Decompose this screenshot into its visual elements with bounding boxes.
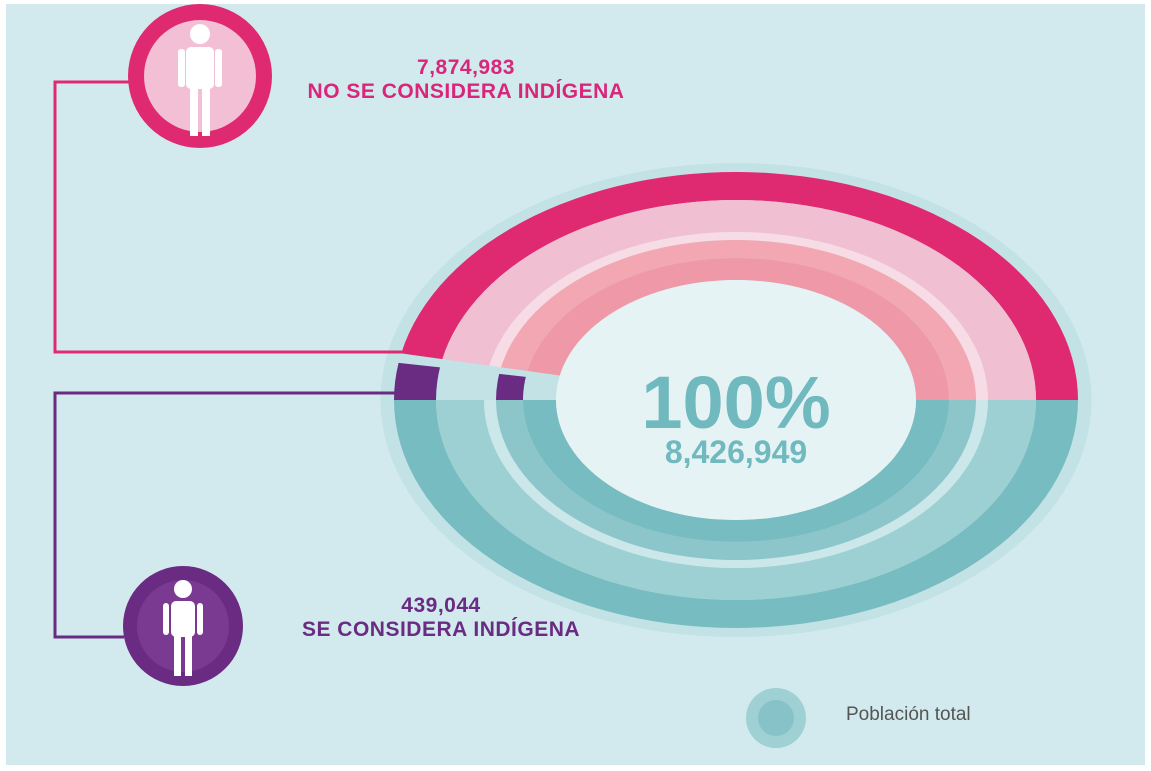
value-label: 7,874,983 [417,56,515,79]
purple-connector [53,391,396,639]
connector-lines [53,80,402,639]
category-ring [501,239,976,400]
total-ring [523,400,949,542]
center-label: 100% [641,361,831,444]
chart [53,4,1092,748]
category-ring [527,258,949,400]
category-ring [401,172,1078,400]
category-ring [442,199,1037,400]
legend-swatch [746,688,806,748]
total-label: 8,426,949 [664,434,808,470]
infographic: 7,874,983 NO SE CONSIDERA INDÍGENA 439,0… [6,4,1145,765]
pink-connector [53,80,402,354]
total-ring [436,400,1036,600]
category-wedge [496,373,526,400]
category-wedge [394,362,441,400]
legend-label: Población total [846,704,971,725]
purple-icon [123,566,243,686]
total-ring [394,400,1078,628]
pink-icon [128,4,272,148]
value-label: 439,044 [401,594,481,617]
category-label: NO SE CONSIDERA INDÍGENA [307,80,625,103]
category-label: SE CONSIDERA INDÍGENA [301,618,581,641]
center-disc [556,280,916,520]
total-ring [496,400,976,560]
